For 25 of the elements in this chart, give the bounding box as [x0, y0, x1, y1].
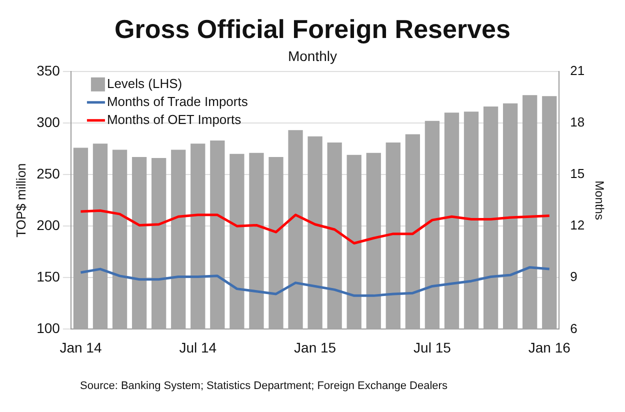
chart-title: Gross Official Foreign Reserves — [114, 14, 512, 45]
y2-tick-label: 12 — [570, 218, 585, 233]
y-tick-label: 200 — [36, 216, 60, 233]
x-tick-label: Jan 16 — [528, 339, 571, 356]
y2-tick-label: 18 — [570, 114, 585, 130]
legend-label: Months of Trade Imports — [106, 94, 248, 109]
y-tick-label: 350 — [36, 62, 60, 78]
y2-tick-label: 9 — [570, 269, 578, 284]
y2-tick-label: 6 — [570, 320, 578, 336]
chart-subtitle: Monthly — [286, 48, 338, 64]
y-tick-label: 150 — [36, 268, 60, 284]
y2-tick-label: 15 — [570, 166, 585, 182]
legend-label: Months of OET Imports — [106, 112, 242, 127]
source-note: Source: Banking System; Statistics Department; Foreign Exchange Dealers — [80, 380, 448, 392]
y-tick-label: 250 — [36, 165, 60, 182]
x-tick-label: Jan 14 — [60, 339, 102, 356]
y-tick-label: 100 — [36, 320, 60, 336]
y2-axis-title: Months — [592, 180, 606, 220]
y-axis-title: TOP$ million — [13, 163, 28, 238]
x-tick-label: Jul 15 — [414, 339, 452, 356]
x-tick-label: Jan 15 — [294, 339, 336, 356]
x-tick-label: Jul 14 — [179, 339, 217, 356]
legend-label: Levels (LHS) — [106, 76, 182, 91]
y2-tick-label: 21 — [570, 62, 585, 78]
y-tick-label: 300 — [36, 114, 60, 130]
